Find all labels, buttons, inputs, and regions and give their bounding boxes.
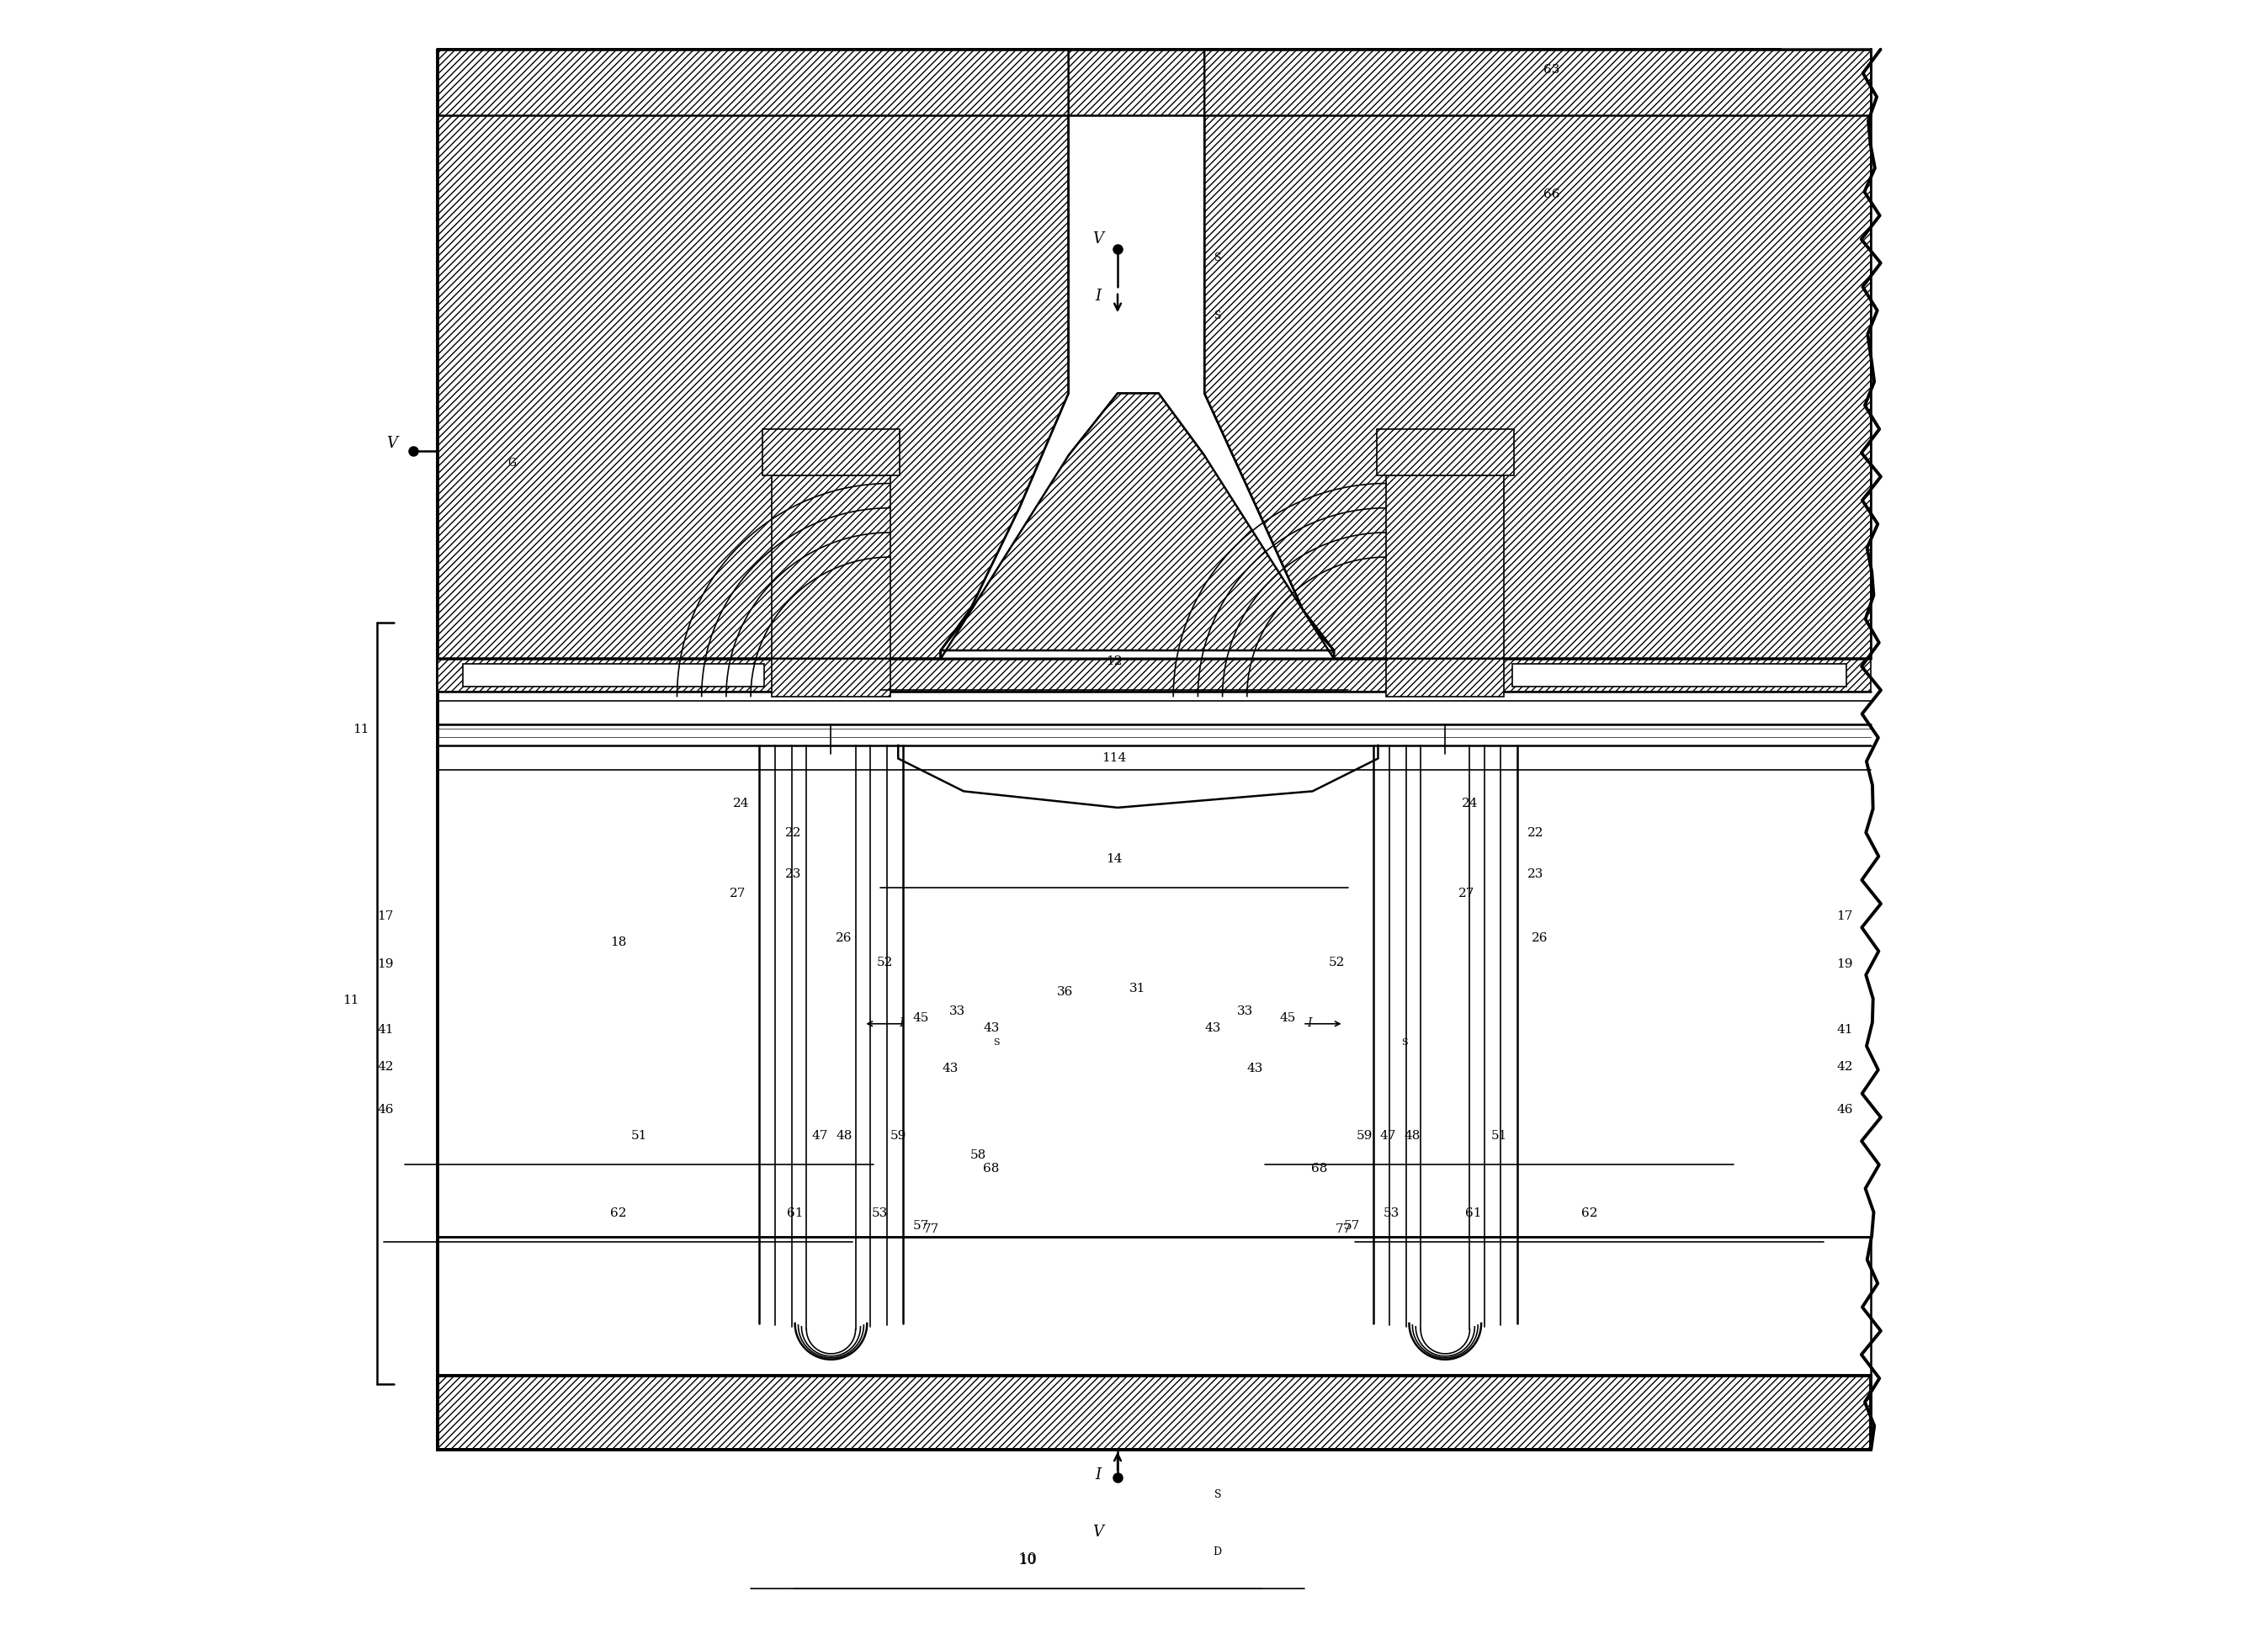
- Text: 52: 52: [1329, 956, 1345, 967]
- Text: 47: 47: [812, 1129, 828, 1141]
- Text: 10: 10: [1018, 1552, 1036, 1567]
- Text: 77: 77: [1336, 1223, 1352, 1234]
- Polygon shape: [941, 51, 1334, 659]
- Text: 52: 52: [878, 956, 894, 967]
- Text: S: S: [1213, 252, 1220, 264]
- Text: 26: 26: [837, 931, 853, 942]
- Text: 66: 66: [1545, 188, 1560, 200]
- Text: 33: 33: [948, 1005, 966, 1016]
- Bar: [463, 664, 764, 687]
- Text: G: G: [508, 457, 515, 469]
- Bar: [1513, 664, 1846, 687]
- Text: 17: 17: [376, 910, 395, 923]
- Text: 59: 59: [889, 1129, 907, 1141]
- Polygon shape: [438, 51, 1068, 659]
- Text: 61: 61: [787, 1206, 803, 1218]
- Text: S: S: [1213, 1488, 1220, 1500]
- Text: 36: 36: [1057, 985, 1073, 997]
- Polygon shape: [438, 659, 1871, 692]
- Text: 19: 19: [1837, 957, 1853, 969]
- Text: 61: 61: [1465, 1206, 1481, 1218]
- Text: 57: 57: [1343, 1219, 1361, 1231]
- Text: 22: 22: [785, 826, 801, 839]
- Text: 46: 46: [376, 1103, 395, 1115]
- Text: 14: 14: [1107, 852, 1123, 865]
- Text: 31: 31: [1129, 982, 1145, 993]
- Text: S: S: [1402, 1037, 1408, 1046]
- Text: 48: 48: [837, 1129, 853, 1141]
- Text: S: S: [993, 1037, 1000, 1046]
- Text: I: I: [1306, 1016, 1311, 1028]
- Text: 42: 42: [1837, 1060, 1853, 1072]
- Polygon shape: [1377, 429, 1515, 475]
- Text: 62: 62: [1581, 1206, 1597, 1218]
- Text: I: I: [1095, 1467, 1100, 1482]
- Text: 51: 51: [1490, 1129, 1508, 1141]
- Text: 43: 43: [984, 1021, 1000, 1033]
- Polygon shape: [1204, 51, 1871, 659]
- Text: 19: 19: [376, 957, 395, 969]
- Text: 43: 43: [943, 1062, 959, 1074]
- Polygon shape: [438, 1377, 1871, 1449]
- Text: 77: 77: [923, 1223, 939, 1234]
- Text: 11: 11: [342, 993, 358, 1005]
- Text: 11: 11: [354, 723, 370, 736]
- Text: 45: 45: [914, 1011, 930, 1023]
- Text: 53: 53: [1383, 1206, 1399, 1218]
- Text: 59: 59: [1356, 1129, 1372, 1141]
- Text: V: V: [1093, 1524, 1105, 1539]
- Text: 57: 57: [914, 1219, 930, 1231]
- Bar: [438, 557, 1871, 1237]
- Text: 23: 23: [1526, 867, 1545, 880]
- Text: S: S: [1213, 310, 1220, 321]
- Text: 27: 27: [730, 887, 746, 900]
- Polygon shape: [941, 393, 1334, 659]
- Text: 41: 41: [376, 1023, 395, 1034]
- Text: D: D: [1213, 1546, 1222, 1557]
- Text: 114: 114: [1102, 751, 1127, 764]
- Polygon shape: [762, 429, 900, 475]
- Polygon shape: [771, 475, 889, 697]
- Text: V: V: [386, 436, 397, 451]
- Bar: [438, 1237, 1871, 1377]
- Text: 63: 63: [1545, 64, 1560, 75]
- Text: 48: 48: [1404, 1129, 1420, 1141]
- Text: 26: 26: [1531, 931, 1549, 942]
- Text: 58: 58: [971, 1149, 987, 1160]
- Text: I: I: [898, 1016, 903, 1028]
- Text: 62: 62: [610, 1206, 626, 1218]
- Polygon shape: [1386, 475, 1504, 697]
- Polygon shape: [438, 51, 1871, 116]
- Text: 53: 53: [871, 1206, 889, 1218]
- Text: 43: 43: [1204, 1021, 1220, 1033]
- Polygon shape: [941, 393, 1334, 659]
- Text: 51: 51: [631, 1129, 649, 1141]
- Text: 45: 45: [1279, 1011, 1295, 1023]
- Text: 43: 43: [1247, 1062, 1263, 1074]
- Text: 33: 33: [1238, 1005, 1254, 1016]
- Text: V: V: [1093, 231, 1105, 246]
- Text: 46: 46: [1837, 1103, 1853, 1115]
- Text: 23: 23: [785, 867, 801, 880]
- Text: 17: 17: [1837, 910, 1853, 923]
- Text: 18: 18: [610, 936, 626, 947]
- Text: 68: 68: [984, 1162, 1000, 1174]
- Text: 10: 10: [1018, 1554, 1036, 1565]
- Text: 27: 27: [1458, 887, 1474, 900]
- Text: 12: 12: [1107, 656, 1123, 667]
- Text: 41: 41: [1837, 1023, 1853, 1034]
- Text: 42: 42: [376, 1060, 395, 1072]
- Text: 47: 47: [1379, 1129, 1397, 1141]
- Text: 68: 68: [1311, 1162, 1327, 1174]
- Text: 22: 22: [1526, 826, 1545, 839]
- Text: 24: 24: [733, 797, 748, 810]
- Text: 24: 24: [1461, 797, 1479, 810]
- Text: I: I: [1095, 288, 1100, 303]
